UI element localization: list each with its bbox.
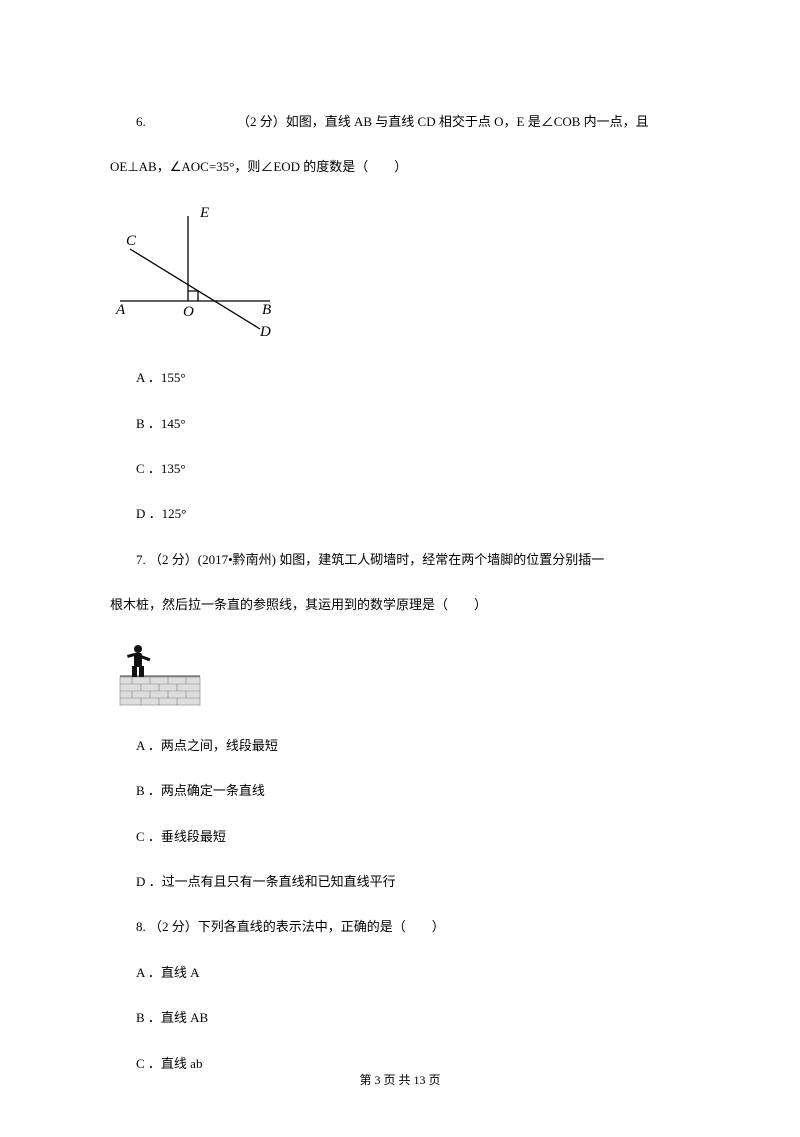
q8-stem: 8. （2 分）下列各直线的表示法中，正确的是（ ） [110,915,690,938]
q7-option-b: B ．两点确定一条直线 [110,779,690,802]
q8-option-b: B ．直线 AB [110,1006,690,1029]
q7-stem-line1: 7. （2 分）(2017•黔南州) 如图，建筑工人砌墙时，经常在两个墙脚的位置… [110,548,690,571]
label-D: D [259,324,271,340]
page-footer: 第 3 页 共 13 页 [0,1070,800,1092]
q6-option-b: B ．145° [110,412,690,435]
q6-option-c: C ．135° [110,457,690,480]
q6-diagram: E C A O B D [110,201,690,348]
q8-option-a: A ．直线 A [110,961,690,984]
q7-option-d: D ．过一点有且只有一条直线和已知直线平行 [110,870,690,893]
q7-option-a: A ．两点之间，线段最短 [110,734,690,757]
q7-option-c: C ．垂线段最短 [110,825,690,848]
label-C: C [126,233,137,249]
q7-stem-line2: 根木桩，然后拉一条直的参照线，其运用到的数学原理是（ ） [110,593,690,616]
label-E: E [199,205,209,221]
q6-stem-line2: OE⊥AB，∠AOC=35°，则∠EOD 的度数是（ ） [110,155,690,178]
q6-number: 6. [136,114,149,129]
q6-line2-text: OE⊥AB，∠AOC=35°，则∠EOD 的度数是（ ） [110,159,407,174]
q6-stem: 6. （2 分）如图，直线 AB 与直线 CD 相交于点 O，E 是∠COB 内… [110,110,690,133]
q7-image [110,639,690,716]
q6-line1: （2 分）如图，直线 AB 与直线 CD 相交于点 O，E 是∠COB 内一点，… [237,114,649,129]
label-O: O [183,304,194,320]
label-B: B [262,302,271,318]
q6-option-d: D ．125° [110,502,690,525]
q6-option-a: A ．155° [110,366,690,389]
label-A: A [115,302,126,318]
